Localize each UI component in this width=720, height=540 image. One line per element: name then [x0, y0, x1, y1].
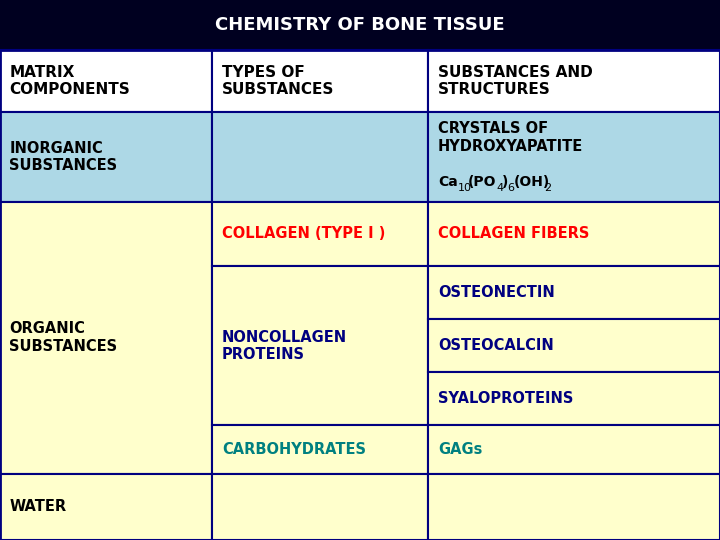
Text: WATER: WATER: [9, 500, 66, 514]
Bar: [212, 426, 428, 474]
Text: 10: 10: [458, 184, 472, 193]
Text: GAGs: GAGs: [438, 442, 482, 457]
Bar: [428, 112, 720, 201]
Text: 6: 6: [508, 184, 515, 193]
Text: SYALOPROTEINS: SYALOPROTEINS: [438, 392, 573, 406]
Bar: [0, 0, 720, 50]
Text: MATRIX
COMPONENTS: MATRIX COMPONENTS: [9, 65, 130, 97]
Text: INORGANIC
SUBSTANCES: INORGANIC SUBSTANCES: [9, 141, 117, 173]
Text: COLLAGEN (TYPE I ): COLLAGEN (TYPE I ): [222, 226, 385, 241]
Text: CHEMISTRY OF BONE TISSUE: CHEMISTRY OF BONE TISSUE: [215, 16, 505, 34]
Text: TYPES OF
SUBSTANCES: TYPES OF SUBSTANCES: [222, 65, 334, 97]
Bar: [428, 474, 720, 540]
Text: NONCOLLAGEN
PROTEINS: NONCOLLAGEN PROTEINS: [222, 329, 347, 362]
Text: 2: 2: [544, 184, 552, 193]
Bar: [428, 426, 720, 474]
Text: OSTEONECTIN: OSTEONECTIN: [438, 285, 554, 300]
Text: (PO: (PO: [468, 175, 497, 189]
Bar: [428, 201, 720, 266]
Text: OSTEOCALCIN: OSTEOCALCIN: [438, 338, 554, 353]
Bar: [428, 319, 720, 372]
Bar: [212, 201, 428, 266]
Text: COLLAGEN FIBERS: COLLAGEN FIBERS: [438, 226, 589, 241]
Text: 4: 4: [496, 184, 503, 193]
Text: ): ): [502, 175, 508, 189]
Text: CRYSTALS OF
HYDROXYAPATITE: CRYSTALS OF HYDROXYAPATITE: [438, 121, 583, 153]
Text: (OH): (OH): [513, 175, 549, 189]
Bar: [0, 201, 212, 474]
Bar: [428, 50, 720, 112]
Bar: [0, 50, 212, 112]
Text: SUBSTANCES AND
STRUCTURES: SUBSTANCES AND STRUCTURES: [438, 65, 593, 97]
Text: ORGANIC
SUBSTANCES: ORGANIC SUBSTANCES: [9, 321, 117, 354]
Bar: [212, 266, 428, 426]
Text: CARBOHYDRATES: CARBOHYDRATES: [222, 442, 366, 457]
Bar: [0, 474, 212, 540]
Text: Ca: Ca: [438, 175, 457, 189]
Bar: [428, 372, 720, 426]
Bar: [0, 112, 212, 201]
Bar: [212, 112, 428, 201]
Bar: [212, 474, 428, 540]
Bar: [212, 50, 428, 112]
Bar: [428, 266, 720, 319]
